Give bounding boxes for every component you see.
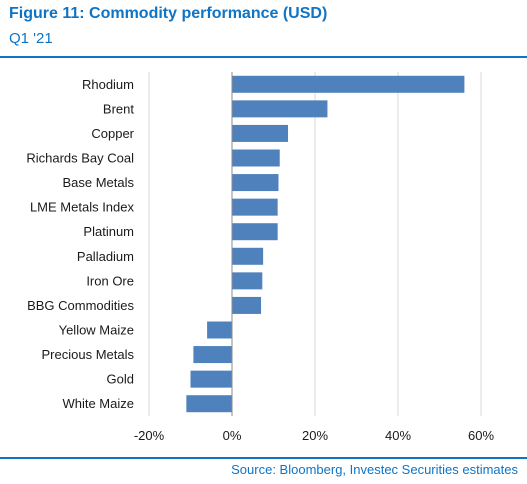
category-label: Brent — [103, 101, 134, 116]
chart-subtitle: Q1 '21 — [9, 30, 53, 47]
bar-lme-metals-index — [232, 198, 278, 216]
x-tick-label: -20% — [134, 428, 165, 443]
bar-bbg-commodities — [232, 296, 262, 314]
x-tick-label: 60% — [468, 428, 494, 443]
bar-base-metals — [232, 174, 279, 192]
category-label: Richards Bay Coal — [26, 151, 134, 166]
bar-copper — [232, 124, 289, 142]
bar-chart: Rhodium Brent Copper Richards Bay Coal Base … — [26, 72, 495, 443]
bar-gold — [190, 370, 232, 388]
category-label: Yellow Maize — [59, 323, 134, 338]
category-label: Iron Ore — [86, 273, 134, 288]
bars — [186, 75, 465, 413]
header-divider — [0, 56, 527, 58]
category-label: LME Metals Index — [30, 200, 135, 215]
bar-yellow-maize — [207, 321, 232, 339]
footer-divider — [0, 457, 527, 459]
source-note: Source: Bloomberg, Investec Securities e… — [231, 462, 518, 477]
x-tick-label: 40% — [385, 428, 411, 443]
x-tick-label: 0% — [223, 428, 242, 443]
tick-labels: -20% 0% 20% 40% 60% — [134, 428, 495, 443]
bar-richards-bay-coal — [232, 149, 280, 167]
bar-brent — [232, 100, 328, 118]
bar-white-maize — [186, 395, 232, 413]
category-label: BBG Commodities — [27, 298, 134, 313]
bar-palladium — [232, 247, 264, 265]
gridlines — [148, 72, 482, 416]
category-labels: Rhodium Brent Copper Richards Bay Coal Base … — [26, 77, 134, 411]
bar-platinum — [232, 223, 278, 241]
x-tick-label: 20% — [302, 428, 328, 443]
category-label: Gold — [107, 372, 134, 387]
category-label: Platinum — [83, 224, 134, 239]
category-label: Copper — [91, 126, 134, 141]
category-label: Precious Metals — [42, 347, 135, 362]
category-label: White Maize — [62, 396, 134, 411]
bar-precious-metals — [193, 346, 232, 364]
category-label: Rhodium — [82, 77, 134, 92]
chart-title: Figure 11: Commodity performance (USD) — [9, 5, 328, 22]
category-label: Base Metals — [62, 175, 134, 190]
bar-rhodium — [232, 75, 465, 93]
bar-iron-ore — [232, 272, 263, 290]
category-label: Palladium — [77, 249, 134, 264]
